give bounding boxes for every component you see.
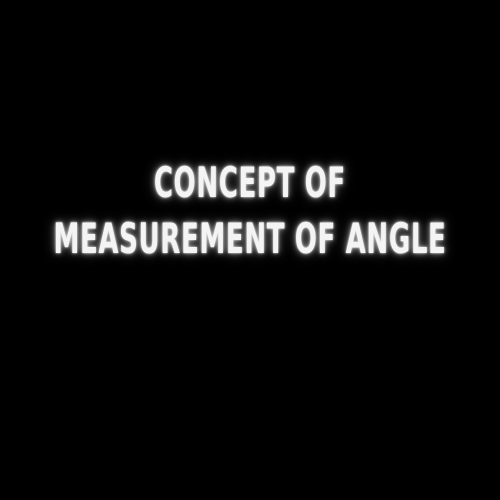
title-line-2: MEASUREMENT OF ANGLE (53, 214, 447, 263)
title-block: CONCEPT OF MEASUREMENT OF ANGLE (0, 155, 500, 267)
title-line-1: CONCEPT OF (154, 158, 346, 207)
